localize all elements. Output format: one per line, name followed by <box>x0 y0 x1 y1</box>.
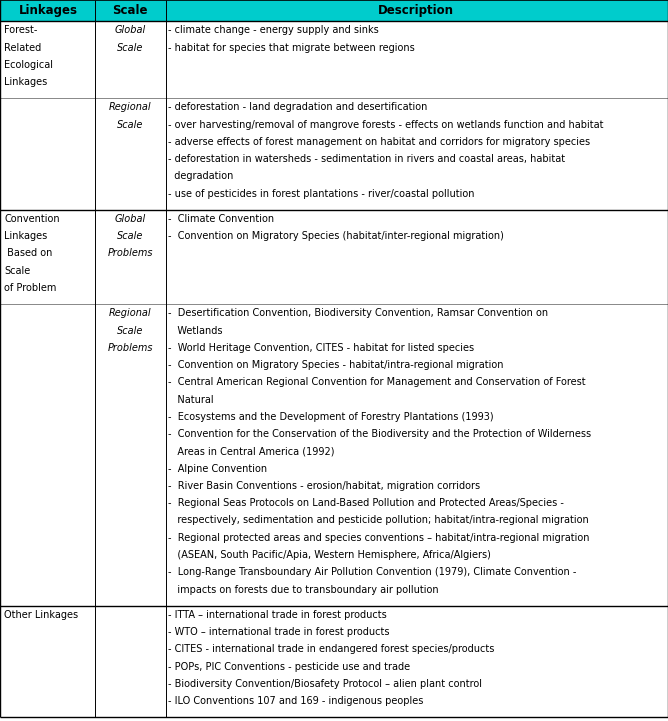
Text: Ecological: Ecological <box>4 60 53 70</box>
Text: Scale: Scale <box>117 325 144 335</box>
Text: Global: Global <box>115 214 146 224</box>
Text: - WTO – international trade in forest products: - WTO – international trade in forest pr… <box>168 627 390 637</box>
Text: - deforestation in watersheds - sedimentation in rivers and coastal areas, habit: - deforestation in watersheds - sediment… <box>168 154 565 164</box>
Text: - ITTA – international trade in forest products: - ITTA – international trade in forest p… <box>168 610 387 620</box>
Text: -  Ecosystems and the Development of Forestry Plantations (1993): - Ecosystems and the Development of Fore… <box>168 412 494 422</box>
Text: Areas in Central America (1992): Areas in Central America (1992) <box>168 446 335 456</box>
Text: -  Regional protected areas and species conventions – habitat/intra-regional mig: - Regional protected areas and species c… <box>168 533 590 543</box>
Text: degradation: degradation <box>168 172 234 182</box>
Text: Linkages: Linkages <box>4 231 47 242</box>
Text: Scale: Scale <box>4 266 30 275</box>
Text: - over harvesting/removal of mangrove forests - effects on wetlands function and: - over harvesting/removal of mangrove fo… <box>168 120 604 130</box>
Text: -  World Heritage Convention, CITES - habitat for listed species: - World Heritage Convention, CITES - hab… <box>168 342 474 353</box>
Text: -  Convention on Migratory Species (habitat/inter-regional migration): - Convention on Migratory Species (habit… <box>168 231 504 242</box>
Text: Regional: Regional <box>109 309 152 318</box>
Text: -  Alpine Convention: - Alpine Convention <box>168 464 267 474</box>
Text: (ASEAN, South Pacific/Apia, Western Hemisphere, Africa/Algiers): (ASEAN, South Pacific/Apia, Western Hemi… <box>168 550 491 560</box>
Text: - Biodiversity Convention/Biosafety Protocol – alien plant control: - Biodiversity Convention/Biosafety Prot… <box>168 679 482 689</box>
Text: - ILO Conventions 107 and 169 - indigenous peoples: - ILO Conventions 107 and 169 - indigeno… <box>168 696 424 706</box>
Text: impacts on forests due to transboundary air pollution: impacts on forests due to transboundary … <box>168 585 439 595</box>
Text: Description: Description <box>378 4 454 17</box>
Text: Forest-: Forest- <box>4 25 37 35</box>
Text: -  Regional Seas Protocols on Land-Based Pollution and Protected Areas/Species -: - Regional Seas Protocols on Land-Based … <box>168 498 564 508</box>
Text: Scale: Scale <box>117 43 144 53</box>
Text: Problems: Problems <box>108 249 153 258</box>
Text: Regional: Regional <box>109 102 152 112</box>
Bar <box>0 0 668 21</box>
Text: Linkages: Linkages <box>19 4 77 17</box>
Text: Wetlands: Wetlands <box>168 325 223 335</box>
Text: - CITES - international trade in endangered forest species/products: - CITES - international trade in endange… <box>168 645 495 655</box>
Text: Scale: Scale <box>112 4 148 17</box>
Text: Related: Related <box>4 43 41 53</box>
Text: Global: Global <box>115 25 146 35</box>
Text: Problems: Problems <box>108 342 153 353</box>
Text: Scale: Scale <box>117 120 144 130</box>
Text: -  Convention on Migratory Species - habitat/intra-regional migration: - Convention on Migratory Species - habi… <box>168 360 504 370</box>
Text: Convention: Convention <box>4 214 59 224</box>
Text: -  Climate Convention: - Climate Convention <box>168 214 275 224</box>
Text: - POPs, PIC Conventions - pesticide use and trade: - POPs, PIC Conventions - pesticide use … <box>168 662 410 671</box>
Text: - use of pesticides in forest plantations - river/coastal pollution: - use of pesticides in forest plantation… <box>168 189 475 199</box>
Text: - deforestation - land degradation and desertification: - deforestation - land degradation and d… <box>168 102 428 112</box>
Text: - adverse effects of forest management on habitat and corridors for migratory sp: - adverse effects of forest management o… <box>168 137 591 147</box>
Text: - habitat for species that migrate between regions: - habitat for species that migrate betwe… <box>168 43 415 53</box>
Text: Scale: Scale <box>117 231 144 242</box>
Text: Linkages: Linkages <box>4 77 47 87</box>
Text: -  Central American Regional Convention for Management and Conservation of Fores: - Central American Regional Convention f… <box>168 377 586 387</box>
Text: -  Long-Range Transboundary Air Pollution Convention (1979), Climate Convention : - Long-Range Transboundary Air Pollution… <box>168 567 576 578</box>
Text: Based on: Based on <box>4 249 52 258</box>
Text: Other Linkages: Other Linkages <box>4 610 78 620</box>
Text: respectively, sedimentation and pesticide pollution; habitat/intra-regional migr: respectively, sedimentation and pesticid… <box>168 516 589 526</box>
Text: - climate change - energy supply and sinks: - climate change - energy supply and sin… <box>168 25 379 35</box>
Text: of Problem: of Problem <box>4 283 56 293</box>
Text: Natural: Natural <box>168 394 214 404</box>
Text: -  Desertification Convention, Biodiversity Convention, Ramsar Convention on: - Desertification Convention, Biodiversi… <box>168 309 548 318</box>
Text: -  River Basin Conventions - erosion/habitat, migration corridors: - River Basin Conventions - erosion/habi… <box>168 481 480 491</box>
Text: -  Convention for the Conservation of the Biodiversity and the Protection of Wil: - Convention for the Conservation of the… <box>168 429 591 439</box>
